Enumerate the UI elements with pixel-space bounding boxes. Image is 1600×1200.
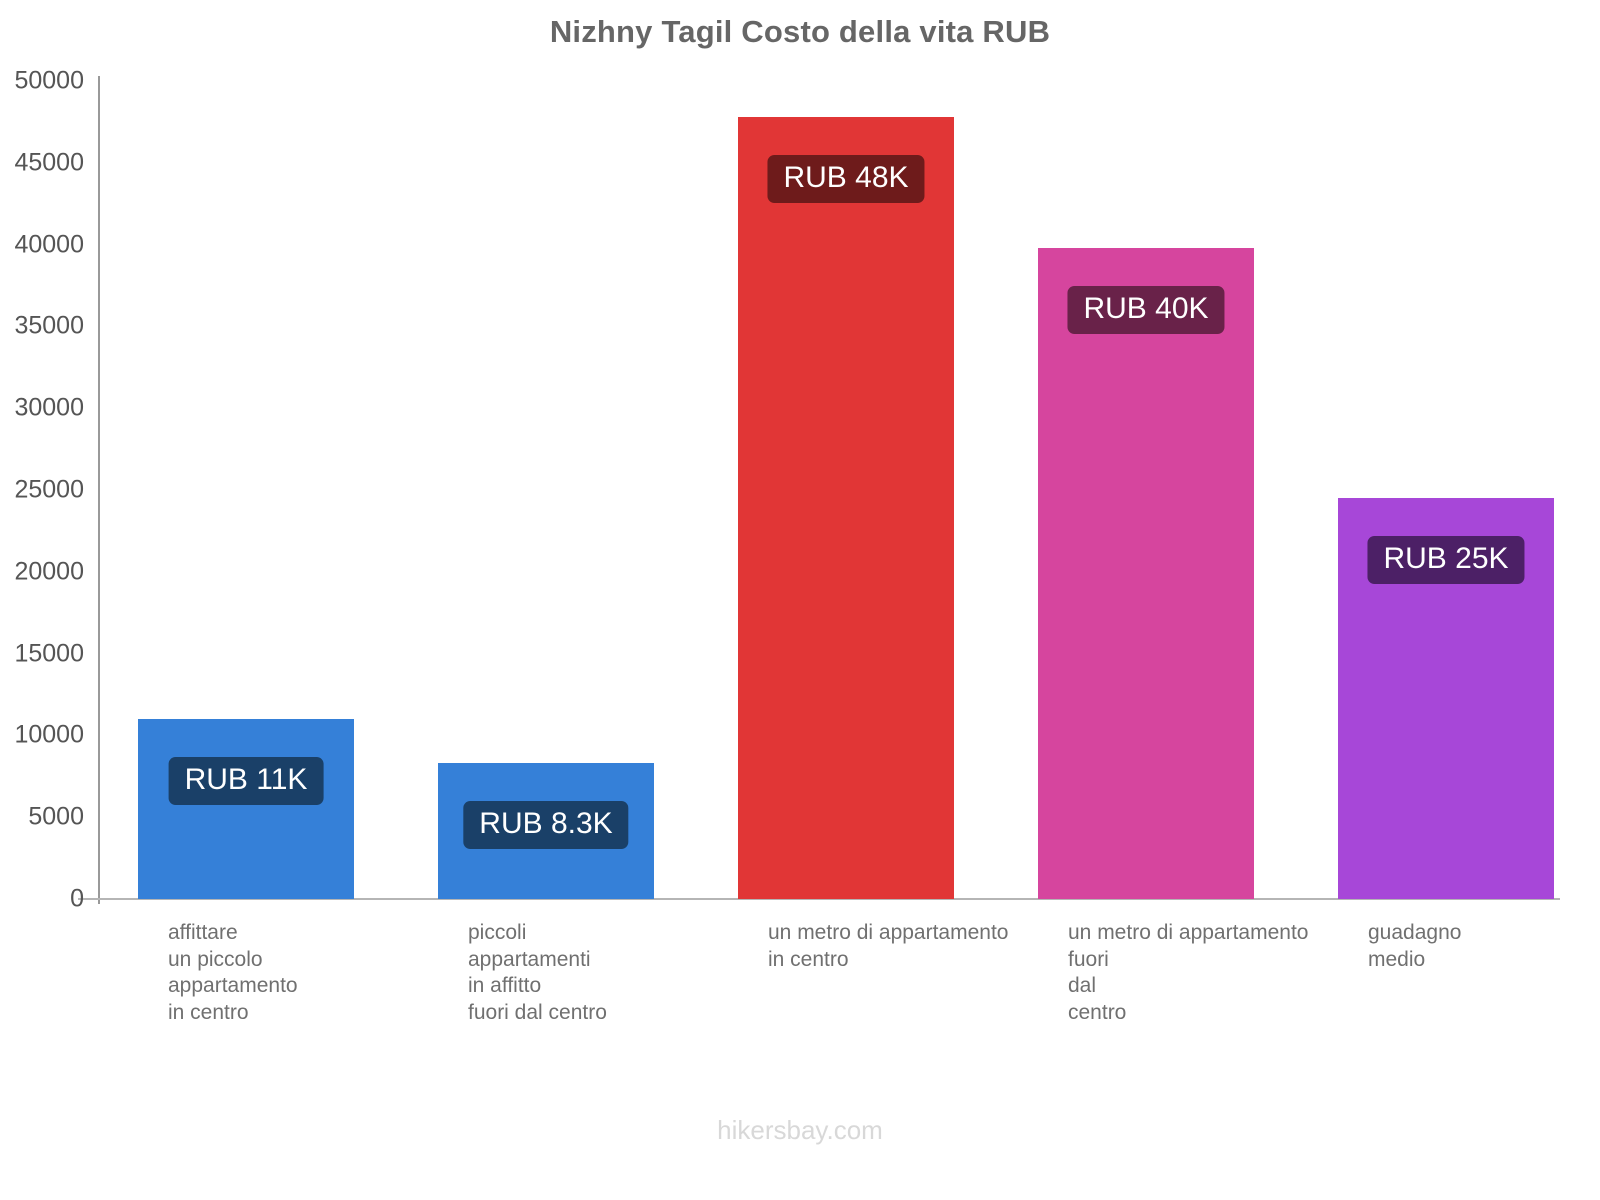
x-axis-category-label: un metro di appartamento in centro bbox=[768, 921, 1009, 971]
y-axis-tick-label: 5000 bbox=[28, 802, 84, 831]
y-axis-tick-label: 30000 bbox=[14, 393, 84, 422]
y-axis-tick-label: 50000 bbox=[14, 66, 84, 95]
bar-value-label: RUB 40K bbox=[1067, 285, 1225, 334]
y-axis-tick-label: 40000 bbox=[14, 230, 84, 259]
bar[interactable]: RUB 48K bbox=[738, 117, 954, 899]
bar-value-label: RUB 11K bbox=[168, 757, 324, 806]
x-axis-line bbox=[78, 898, 1560, 900]
x-axis-category-label: piccoli appartamenti in affitto fuori da… bbox=[468, 921, 607, 1024]
x-axis-category-label: affittare un piccolo appartamento in cen… bbox=[168, 921, 298, 1024]
x-axis-category-label: un metro di appartamento fuori dal centr… bbox=[1068, 921, 1309, 1024]
y-axis-tick-label: 20000 bbox=[14, 557, 84, 586]
y-axis-tick-label: 25000 bbox=[14, 475, 84, 504]
y-axis-tick-label: 0 bbox=[70, 884, 84, 913]
y-axis-tick-label: 15000 bbox=[14, 639, 84, 668]
footer-watermark: hikersbay.com bbox=[717, 1115, 883, 1145]
y-axis-tick-label: 35000 bbox=[14, 311, 84, 340]
bar[interactable]: RUB 25K bbox=[1338, 498, 1554, 899]
bar[interactable]: RUB 40K bbox=[1038, 247, 1254, 899]
y-axis-line bbox=[98, 76, 100, 904]
x-axis-category-label: guadagno medio bbox=[1368, 921, 1462, 971]
bar-value-label: RUB 25K bbox=[1367, 536, 1525, 585]
y-axis-tick-label: 45000 bbox=[14, 148, 84, 177]
chart-title: Nizhny Tagil Costo della vita RUB bbox=[549, 14, 1051, 49]
bar-value-label: RUB 48K bbox=[767, 155, 925, 203]
plot-area: RUB 11K RUB 8.3K RUB 48K RUB 40K RUB 25K bbox=[98, 81, 1558, 899]
bar[interactable]: RUB 11K bbox=[138, 719, 354, 899]
y-axis-tick-label: 10000 bbox=[14, 720, 84, 749]
bar[interactable]: RUB 8.3K bbox=[438, 763, 654, 899]
bar-value-label: RUB 8.3K bbox=[463, 801, 629, 850]
